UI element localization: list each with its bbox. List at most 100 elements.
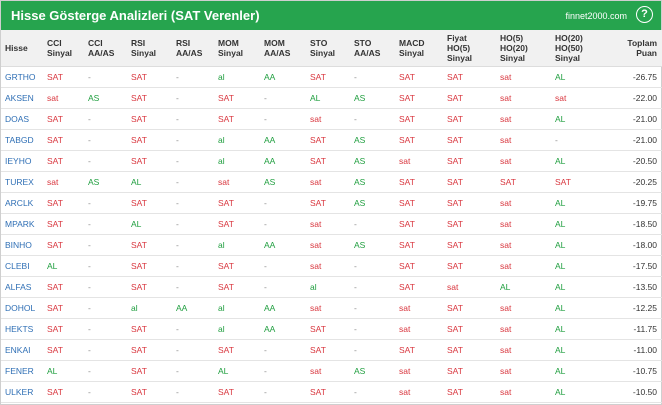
header-line: AA/AS <box>354 48 381 58</box>
stock-link[interactable]: HEKTS <box>1 318 43 340</box>
cell: -22.00 <box>606 87 662 109</box>
cell: - <box>172 234 214 256</box>
cell: SAT <box>214 108 260 130</box>
row: ULKER SAT - SAT - SAT - SAT - sat SAT sat AL -10.50 <box>1 381 662 403</box>
cell: sat <box>496 66 551 88</box>
row: FENER AL - SAT - AL - sat AS sat SAT sat AL -10.75 <box>1 360 662 382</box>
stock-link[interactable]: IEYHO <box>1 150 43 172</box>
stock-link[interactable]: ARCLK <box>1 192 43 214</box>
cell: - <box>260 108 306 130</box>
cell: SAT <box>127 318 172 340</box>
cell: AL <box>551 192 606 214</box>
stock-link[interactable]: GRTHO <box>1 66 43 88</box>
cell: AS <box>350 234 395 256</box>
stock-link[interactable]: FENER <box>1 360 43 382</box>
row: TABGD SAT - SAT - al AA SAT AS SAT SAT sat - -21.00 <box>1 129 662 151</box>
cell: SAT <box>395 234 443 256</box>
stock-link[interactable]: ULKER <box>1 381 43 403</box>
cell: SAT <box>127 381 172 403</box>
cell: - <box>172 129 214 151</box>
cell: SAT <box>43 381 84 403</box>
cell: AS <box>350 360 395 382</box>
cell: sat <box>496 381 551 403</box>
help-button[interactable]: ? <box>636 6 653 23</box>
cell: SAT <box>395 213 443 235</box>
cell: sat <box>306 213 350 235</box>
cell: -17.50 <box>606 255 662 277</box>
stock-link[interactable]: BINHO <box>1 234 43 256</box>
header-line: HO(5) <box>447 43 471 53</box>
cell: SAT <box>43 108 84 130</box>
cell: AL <box>551 360 606 382</box>
column-header: STO AA/AS <box>350 30 395 67</box>
cell: AA <box>260 318 306 340</box>
cell: - <box>172 213 214 235</box>
cell: AS <box>350 171 395 193</box>
cell: SAT <box>214 381 260 403</box>
column-header: CCI AA/AS <box>84 30 127 67</box>
cell: SAT <box>127 360 172 382</box>
cell: sat <box>395 297 443 319</box>
stock-link[interactable]: TUREX <box>1 171 43 193</box>
cell: AL <box>551 108 606 130</box>
stock-link[interactable]: ALFAS <box>1 276 43 298</box>
header-line: Sinyal <box>218 48 244 58</box>
stock-link[interactable]: ENKAI <box>1 339 43 361</box>
cell: SAT <box>127 108 172 130</box>
cell: - <box>84 108 127 130</box>
stock-link[interactable]: TABGD <box>1 129 43 151</box>
cell: - <box>260 87 306 109</box>
header-line: AA/AS <box>176 48 203 58</box>
cell: sat <box>306 171 350 193</box>
cell: SAT <box>306 150 350 172</box>
cell: - <box>172 192 214 214</box>
cell: AA <box>172 297 214 319</box>
header-line: Sinyal <box>500 53 526 63</box>
cell: -12.25 <box>606 297 662 319</box>
cell: SAT <box>306 66 350 88</box>
cell: - <box>172 381 214 403</box>
header-line: RSI <box>176 38 191 48</box>
cell: SAT <box>127 129 172 151</box>
stock-link[interactable]: MPARK <box>1 213 43 235</box>
cell: SAT <box>214 339 260 361</box>
title: Hisse Gösterge Analizleri (SAT Verenler) <box>11 8 260 23</box>
header-line: MOM <box>218 38 239 48</box>
cell: -21.00 <box>606 108 662 130</box>
site-link[interactable]: finnet2000.com <box>565 11 627 21</box>
cell: SAT <box>443 150 496 172</box>
cell: al <box>127 297 172 319</box>
cell: AL <box>127 213 172 235</box>
cell: - <box>84 234 127 256</box>
cell: sat <box>496 150 551 172</box>
cell: AL <box>551 276 606 298</box>
cell: sat <box>496 108 551 130</box>
cell: - <box>84 360 127 382</box>
cell: sat <box>43 171 84 193</box>
cell: AL <box>306 87 350 109</box>
cell: - <box>84 255 127 277</box>
cell: SAT <box>496 171 551 193</box>
stock-link[interactable]: DOHOL <box>1 297 43 319</box>
cell: - <box>84 339 127 361</box>
cell: - <box>172 150 214 172</box>
cell: SAT <box>43 234 84 256</box>
stock-link[interactable]: DOAS <box>1 108 43 130</box>
stock-link[interactable]: CLEBI <box>1 255 43 277</box>
cell: SAT <box>395 66 443 88</box>
header-line: MACD <box>399 38 425 48</box>
cell: SAT <box>443 87 496 109</box>
cell: sat <box>306 234 350 256</box>
cell: AL <box>551 297 606 319</box>
cell: SAT <box>43 192 84 214</box>
cell: SAT <box>443 213 496 235</box>
cell: SAT <box>43 213 84 235</box>
stock-link[interactable]: AKSEN <box>1 87 43 109</box>
header-line: Sinyal <box>447 53 473 63</box>
header-line: AA/AS <box>264 48 291 58</box>
cell: sat <box>395 150 443 172</box>
cell: sat <box>306 297 350 319</box>
cell: - <box>350 66 395 88</box>
cell: AL <box>551 339 606 361</box>
cell: - <box>260 381 306 403</box>
